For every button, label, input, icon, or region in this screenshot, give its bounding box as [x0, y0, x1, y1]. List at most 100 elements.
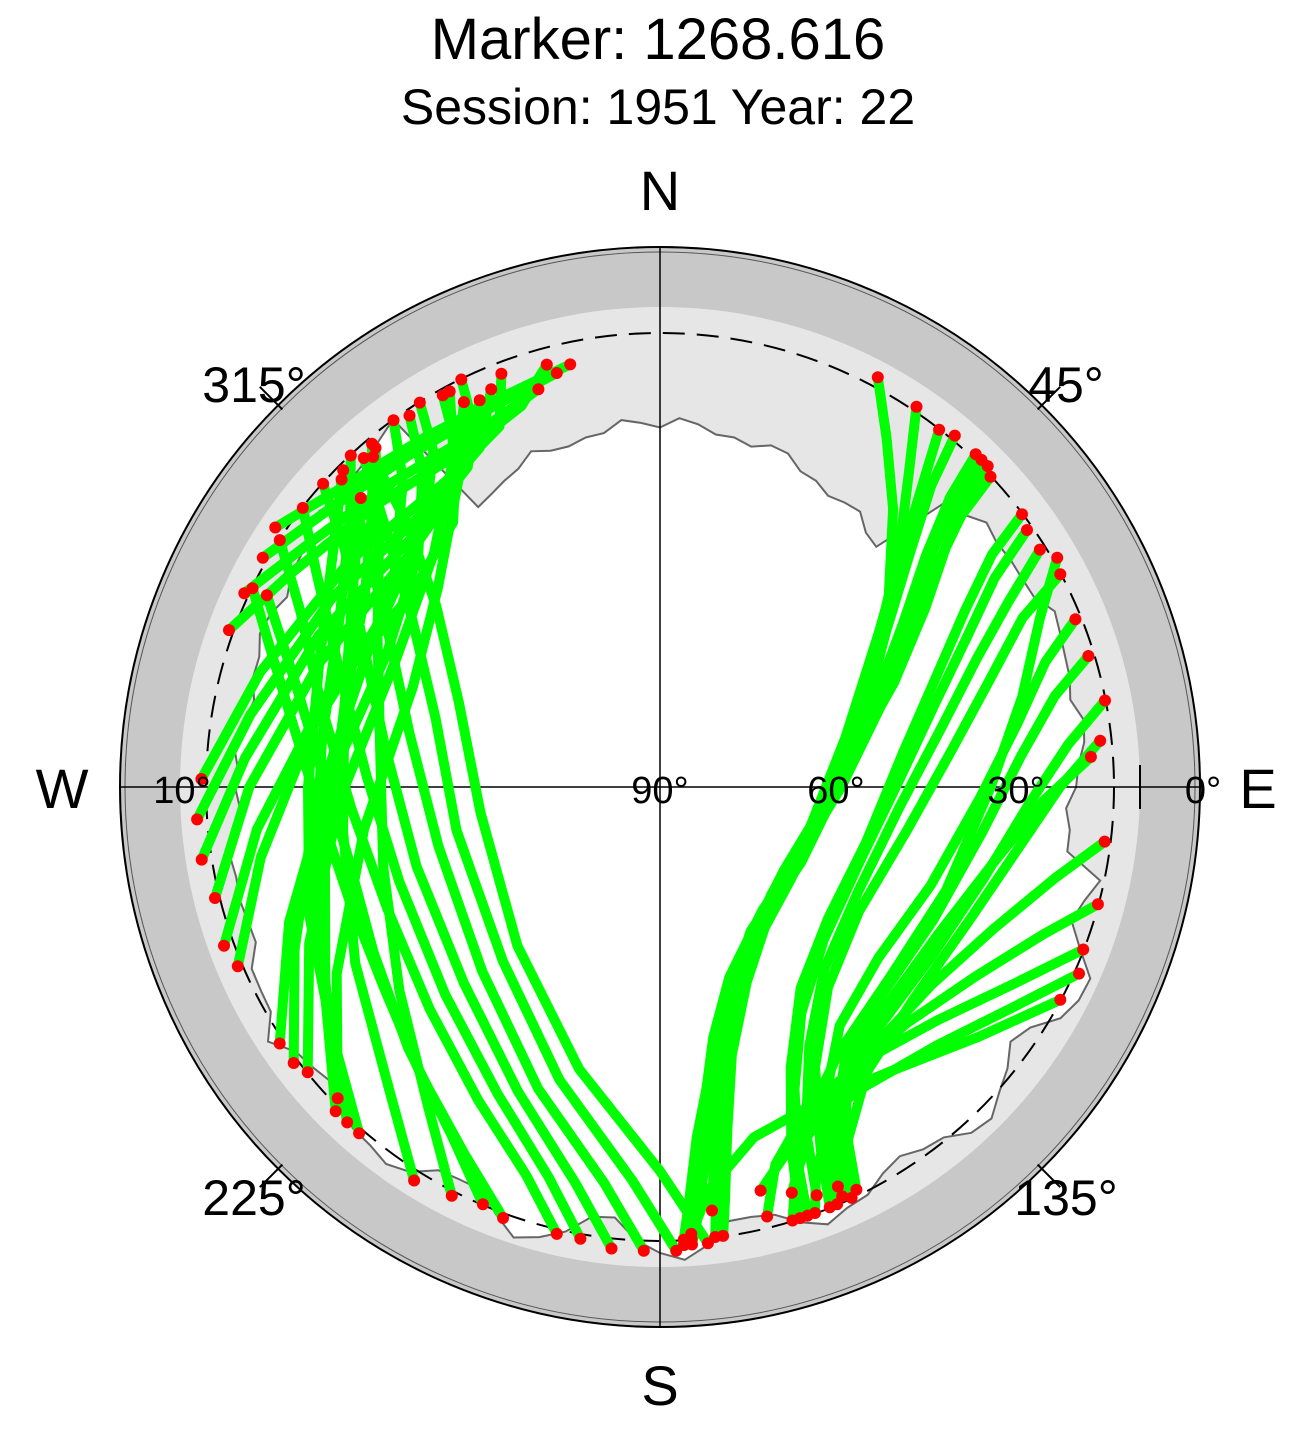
track-32-end-point — [403, 409, 416, 422]
track-49-end-point — [786, 1214, 799, 1227]
azimuth-label-135: 135° — [1014, 1170, 1117, 1226]
track-16-end-point — [785, 1186, 798, 1199]
track-33 — [232, 397, 439, 972]
track-10-start-point — [1069, 613, 1082, 626]
azimuth-tick-315 — [259, 386, 284, 411]
track-23-end-point — [296, 501, 309, 514]
track-9-start-point — [1054, 568, 1067, 581]
track-14-start-point — [1084, 750, 1097, 763]
elevation-label-90: 90° — [631, 770, 688, 812]
track-48 — [707, 401, 922, 1216]
track-39-start-point — [223, 624, 235, 637]
azimuth-label-225: 225° — [202, 1170, 305, 1226]
track-34-start-point — [218, 939, 230, 952]
track-25-end-point — [337, 464, 350, 477]
track-5-end-point — [717, 1229, 730, 1242]
track-17-start-point — [1077, 943, 1090, 956]
track-16-start-point — [1091, 898, 1104, 911]
azimuth-tick-135 — [1036, 1163, 1061, 1188]
track-27-end-point — [367, 450, 380, 463]
direction-label-east: E — [1239, 757, 1276, 820]
track-45 — [338, 493, 420, 1186]
chart-title: Marker: 1268.616 — [430, 7, 886, 72]
azimuth-label-315: 315° — [202, 357, 305, 413]
track-28-start-point — [353, 1127, 366, 1140]
track-46-end-point — [443, 385, 456, 398]
track-20-start-point — [497, 1212, 510, 1224]
track-25 — [338, 465, 649, 1256]
elevation-label-0: 0° — [1185, 770, 1221, 812]
track-35-start-point — [209, 892, 221, 904]
track-49-start-point — [1051, 551, 1064, 564]
track-8-end-point — [810, 1189, 823, 1202]
track-39-end-point — [540, 358, 553, 371]
track-43 — [331, 397, 469, 1104]
track-44-start-point — [445, 1189, 458, 1202]
track-14 — [828, 751, 1096, 1202]
track-33-end-point — [413, 396, 426, 409]
track-37-end-point — [485, 383, 498, 396]
track-26-end-point — [357, 452, 370, 464]
track-24-start-point — [605, 1242, 618, 1255]
track-40-end-point — [532, 383, 545, 396]
track-43-end-point — [457, 396, 470, 409]
track-23-start-point — [574, 1232, 587, 1245]
track-31-end-point — [387, 414, 400, 427]
track-44-end-point — [369, 441, 382, 454]
track-32-start-point — [273, 1037, 286, 1050]
track-46 — [302, 386, 459, 1078]
track-48-end-point — [706, 1204, 718, 1217]
elevation-label-30: 30° — [987, 770, 1044, 812]
track-41-end-point — [550, 367, 563, 379]
track-40-start-point — [238, 587, 251, 600]
track-21 — [261, 590, 488, 1210]
track-48-start-point — [910, 400, 923, 413]
track-38-end-point — [495, 367, 508, 380]
track-28-end-point — [335, 473, 348, 486]
track-45-start-point — [408, 1174, 421, 1187]
track-44 — [370, 442, 457, 1201]
track-18-start-point — [1073, 967, 1085, 980]
track-31-start-point — [287, 1057, 300, 1069]
track-14-end-point — [836, 1190, 849, 1203]
azimuth-tick-45 — [1036, 386, 1061, 411]
track-21-end-point — [260, 589, 273, 602]
track-38-start-point — [195, 773, 208, 785]
track-40 — [239, 384, 544, 599]
azimuth-tick-225 — [259, 1163, 284, 1188]
elevation-label-60: 60° — [807, 770, 864, 812]
track-13-start-point — [1094, 734, 1107, 747]
azimuth-label-45: 45° — [1028, 357, 1104, 413]
track-42 — [270, 359, 576, 533]
chart-subtitle: Session: 1951 Year: 22 — [400, 79, 916, 135]
track-36-end-point — [473, 394, 486, 407]
track-15-end-point — [809, 1207, 821, 1219]
track-45-end-point — [354, 492, 367, 504]
track-41-start-point — [256, 551, 269, 564]
track-11-end-point — [831, 1180, 844, 1193]
track-17-end-point — [761, 1210, 774, 1223]
track-33-start-point — [231, 960, 244, 973]
direction-label-west: W — [36, 757, 89, 820]
direction-label-south: S — [641, 1354, 678, 1417]
track-4-start-point — [984, 470, 997, 483]
track-42-end-point — [564, 358, 577, 371]
track-15-start-point — [1098, 835, 1111, 848]
track-22-end-point — [273, 534, 286, 547]
track-49 — [787, 552, 1063, 1226]
track-24-end-point — [317, 477, 330, 490]
track-29-start-point — [341, 1116, 354, 1129]
track-26-start-point — [670, 1244, 683, 1257]
track-37-start-point — [191, 813, 204, 826]
track-5-start-point — [933, 423, 946, 436]
track-47-end-point — [685, 1233, 698, 1246]
track-35-end-point — [455, 373, 468, 386]
track-8-start-point — [1033, 543, 1046, 556]
track-13-end-point — [850, 1183, 863, 1196]
track-19-start-point — [1054, 993, 1067, 1006]
track-3-start-point — [948, 429, 961, 442]
track-42-start-point — [269, 521, 282, 534]
track-18-end-point — [754, 1184, 767, 1197]
track-6-start-point — [1016, 508, 1028, 521]
track-8 — [800, 544, 1045, 1201]
